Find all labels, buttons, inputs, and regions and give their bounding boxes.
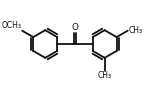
Text: OCH₃: OCH₃ — [2, 21, 22, 30]
Text: O: O — [71, 23, 78, 32]
Text: CH₃: CH₃ — [98, 71, 112, 80]
Text: CH₃: CH₃ — [128, 26, 142, 35]
